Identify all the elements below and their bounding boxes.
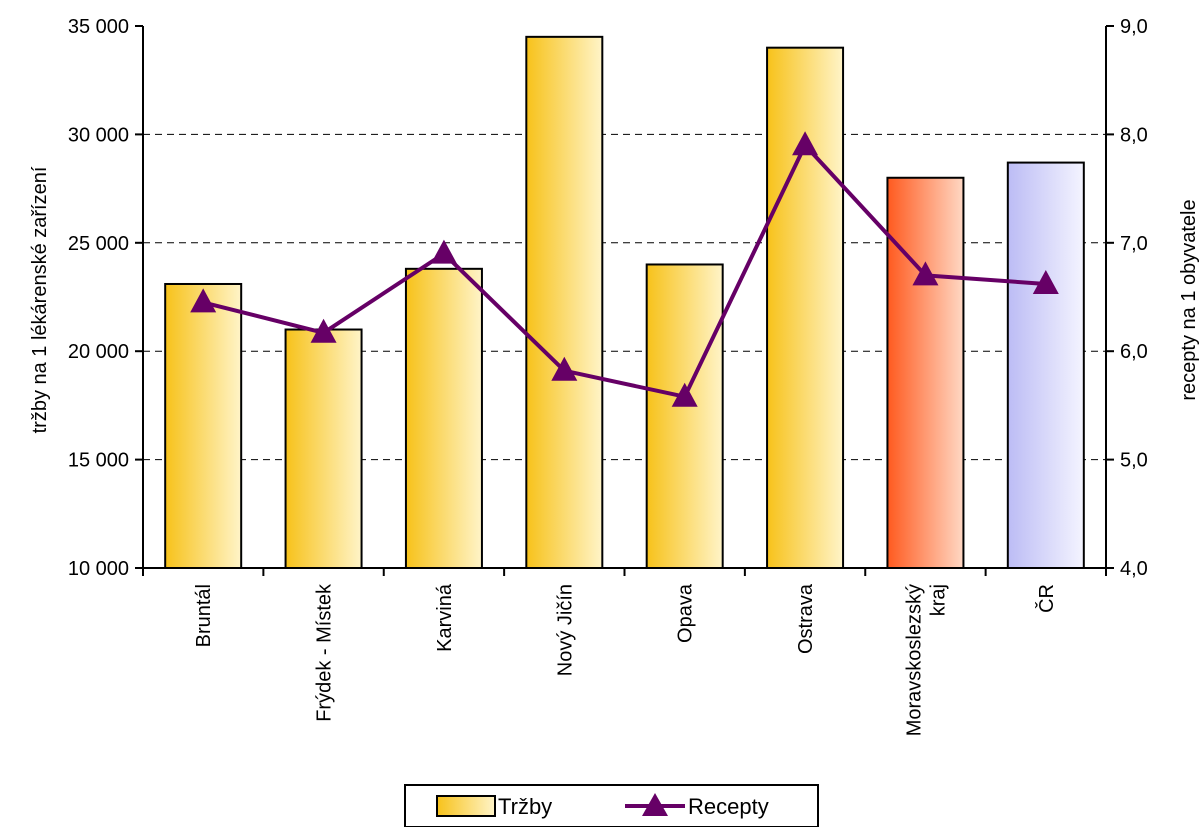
y-tick-label: 35 000 (68, 16, 129, 38)
bar (645, 263, 724, 569)
x-tick-label: Opava (675, 583, 697, 643)
y2-tick-label: 4,0 (1120, 558, 1148, 580)
legend: Tržby Recepty (404, 784, 819, 828)
legend-label-recepty: Recepty (688, 794, 769, 819)
x-tick-label: Bruntál (193, 584, 215, 647)
recepty-point (1032, 269, 1059, 294)
y2-tick-label: 7,0 (1120, 233, 1148, 255)
x-tick-label: kraj (927, 584, 949, 616)
y-tick-label: 10 000 (68, 558, 129, 580)
y2-tick-label: 6,0 (1120, 341, 1148, 363)
y2-tick-label: 8,0 (1120, 124, 1148, 146)
x-tick-label: ČR (1035, 584, 1058, 613)
y2-axis-title: recepty na 1 obyvatele (1178, 199, 1200, 400)
y-tick-label: 15 000 (68, 450, 129, 472)
y-tick-label: 25 000 (68, 233, 129, 255)
recepty-point (551, 356, 578, 381)
bar (525, 35, 604, 569)
bar-series (164, 35, 1085, 570)
recepty-point (190, 288, 217, 313)
bar (284, 328, 363, 569)
y-tick-label: 20 000 (68, 341, 129, 363)
legend-marker-recepty (642, 793, 668, 816)
legend-swatch-trzby (436, 795, 496, 817)
y2-tick-label: 9,0 (1120, 16, 1148, 38)
x-tick-label: Karviná (434, 583, 456, 652)
bar (886, 176, 965, 569)
recepty-point (792, 131, 819, 156)
recepty-point (430, 239, 457, 264)
x-tick-label: Ostrava (795, 583, 817, 654)
y-axis-title: tržby na 1 lékárenské zařízení (29, 166, 51, 433)
bar (1006, 161, 1085, 569)
y2-tick-label: 5,0 (1120, 450, 1148, 472)
legend-label-trzby: Tržby (498, 794, 552, 819)
recepty-point (912, 261, 939, 286)
bar (164, 282, 243, 569)
recepty-point (671, 382, 698, 407)
x-tick-label: Nový Jičín (554, 584, 576, 676)
x-tick-label: Frýdek - Místek (314, 583, 336, 722)
recepty-line (202, 143, 1046, 399)
line-series (190, 131, 1059, 407)
bar (404, 267, 483, 569)
y-tick-label: 30 000 (68, 124, 129, 146)
recepty-point (310, 318, 337, 343)
axes: 10 000 15 000 20 000 25 000 30 000 35 000 4,0 5… (68, 16, 1148, 736)
axis-labels: tržby na 1 lékárenské zařízení recepty n… (29, 166, 1200, 433)
x-tick-label: Moravskoslezský (903, 584, 925, 736)
bar (766, 46, 845, 570)
